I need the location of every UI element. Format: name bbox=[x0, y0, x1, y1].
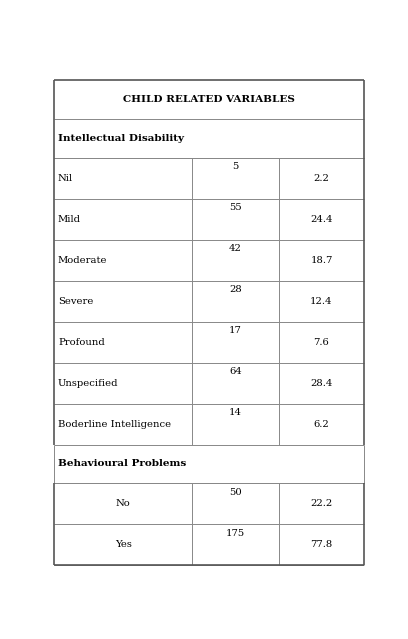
Text: 28.4: 28.4 bbox=[310, 378, 333, 387]
Text: No: No bbox=[116, 499, 131, 508]
Text: 50: 50 bbox=[229, 488, 242, 497]
Text: 22.2: 22.2 bbox=[310, 499, 333, 508]
Text: 12.4: 12.4 bbox=[310, 296, 333, 305]
Text: 17: 17 bbox=[229, 326, 242, 335]
Text: Severe: Severe bbox=[58, 296, 93, 305]
Text: 28: 28 bbox=[229, 285, 242, 294]
Text: 24.4: 24.4 bbox=[310, 215, 333, 224]
Text: CHILD RELATED VARIABLES: CHILD RELATED VARIABLES bbox=[123, 95, 295, 104]
Text: 2.2: 2.2 bbox=[313, 174, 329, 183]
Text: 6.2: 6.2 bbox=[314, 420, 329, 429]
Text: 175: 175 bbox=[226, 529, 245, 538]
Text: Profound: Profound bbox=[58, 337, 105, 346]
Text: 77.8: 77.8 bbox=[310, 540, 333, 550]
Text: Mild: Mild bbox=[58, 215, 81, 224]
Text: Unspecified: Unspecified bbox=[58, 378, 118, 387]
Text: 42: 42 bbox=[229, 244, 242, 253]
Text: 7.6: 7.6 bbox=[314, 337, 329, 346]
Text: 14: 14 bbox=[229, 408, 242, 417]
Text: Behavioural Problems: Behavioural Problems bbox=[58, 459, 186, 468]
Text: Yes: Yes bbox=[115, 540, 131, 550]
Text: Moderate: Moderate bbox=[58, 256, 107, 265]
Text: 5: 5 bbox=[232, 162, 239, 171]
Text: Boderline Intelligence: Boderline Intelligence bbox=[58, 420, 171, 429]
Text: 55: 55 bbox=[229, 203, 242, 212]
Text: 18.7: 18.7 bbox=[310, 256, 333, 265]
Text: Intellectual Disability: Intellectual Disability bbox=[58, 134, 184, 142]
Text: Nil: Nil bbox=[58, 174, 73, 183]
Text: 64: 64 bbox=[229, 367, 242, 376]
